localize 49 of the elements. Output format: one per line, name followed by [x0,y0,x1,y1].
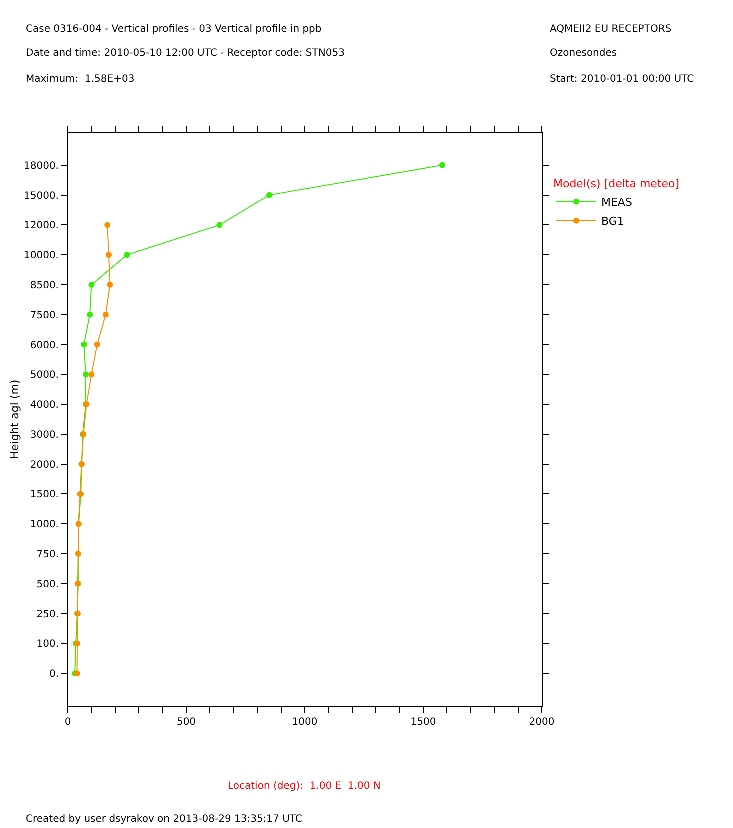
x-tick-label: 0 [64,717,72,728]
y-tick-label: 15000. [24,190,59,202]
legend-title: Model(s) [delta meteo] [553,177,680,190]
x-tick-label: 2000 [529,717,555,728]
point [107,282,114,288]
y-tick-label: 2000. [30,460,59,471]
y-tick-label: 3000. [30,430,59,441]
y-tick-label: 1500. [30,490,59,501]
legend-label: BG1 [601,215,624,228]
y-tick-label: 18000. [24,160,59,172]
y-tick-label: 8500. [30,280,59,292]
text: Ozonesondes [550,48,618,59]
point [104,222,111,228]
point [83,372,90,378]
y-tick-label: 500. [36,579,59,590]
point [81,342,88,348]
legend-label: MEAS [601,196,632,210]
text: Start: 2010-01-01 00:00 UTC [550,74,694,85]
text: Maximum: 1.58E+03 [26,74,135,85]
text: AQMEII2 EU RECEPTORS [550,24,672,35]
x-tick-label: 1500 [410,717,436,728]
y-tick-label: 750. [36,550,59,561]
point [439,162,446,168]
point [102,312,109,318]
y-tick-label: 250. [36,609,59,620]
y-tick-label: 4000. [30,400,59,412]
point [106,252,112,258]
y-tick-label: 12000. [24,220,59,232]
point [124,252,130,258]
text: Created by user dsyrakov on 2013-08-29 13:35:17 UTC [26,814,302,825]
chart-title: Case 0316-004 - Vertical profiles - 03 Vertical profile in ppb [26,24,322,35]
y-tick-label: 5000. [30,370,59,382]
chart-subtitle: Date and time: 2010-05-10 12:00 UTC - Receptor code: STN053 [26,48,345,59]
y-tick-label: 0. [49,669,59,680]
y-tick-label: 7500. [30,310,59,322]
point [216,222,223,228]
y-tick-label: 1000. [30,520,59,531]
x-tick-label: 1000 [292,717,318,728]
point [88,282,95,288]
text: Location (deg): 1.00 E 1.00 N [228,781,381,792]
y-tick-label: 100. [36,639,59,650]
point [94,342,100,348]
x-tick-label: 500 [176,717,196,728]
point [266,192,272,198]
point [87,312,94,318]
y-tick-label: 6000. [30,340,59,352]
y-axis-title: Height agl (m) [8,380,22,460]
point [88,372,95,378]
y-tick-label: 10000. [24,250,59,262]
